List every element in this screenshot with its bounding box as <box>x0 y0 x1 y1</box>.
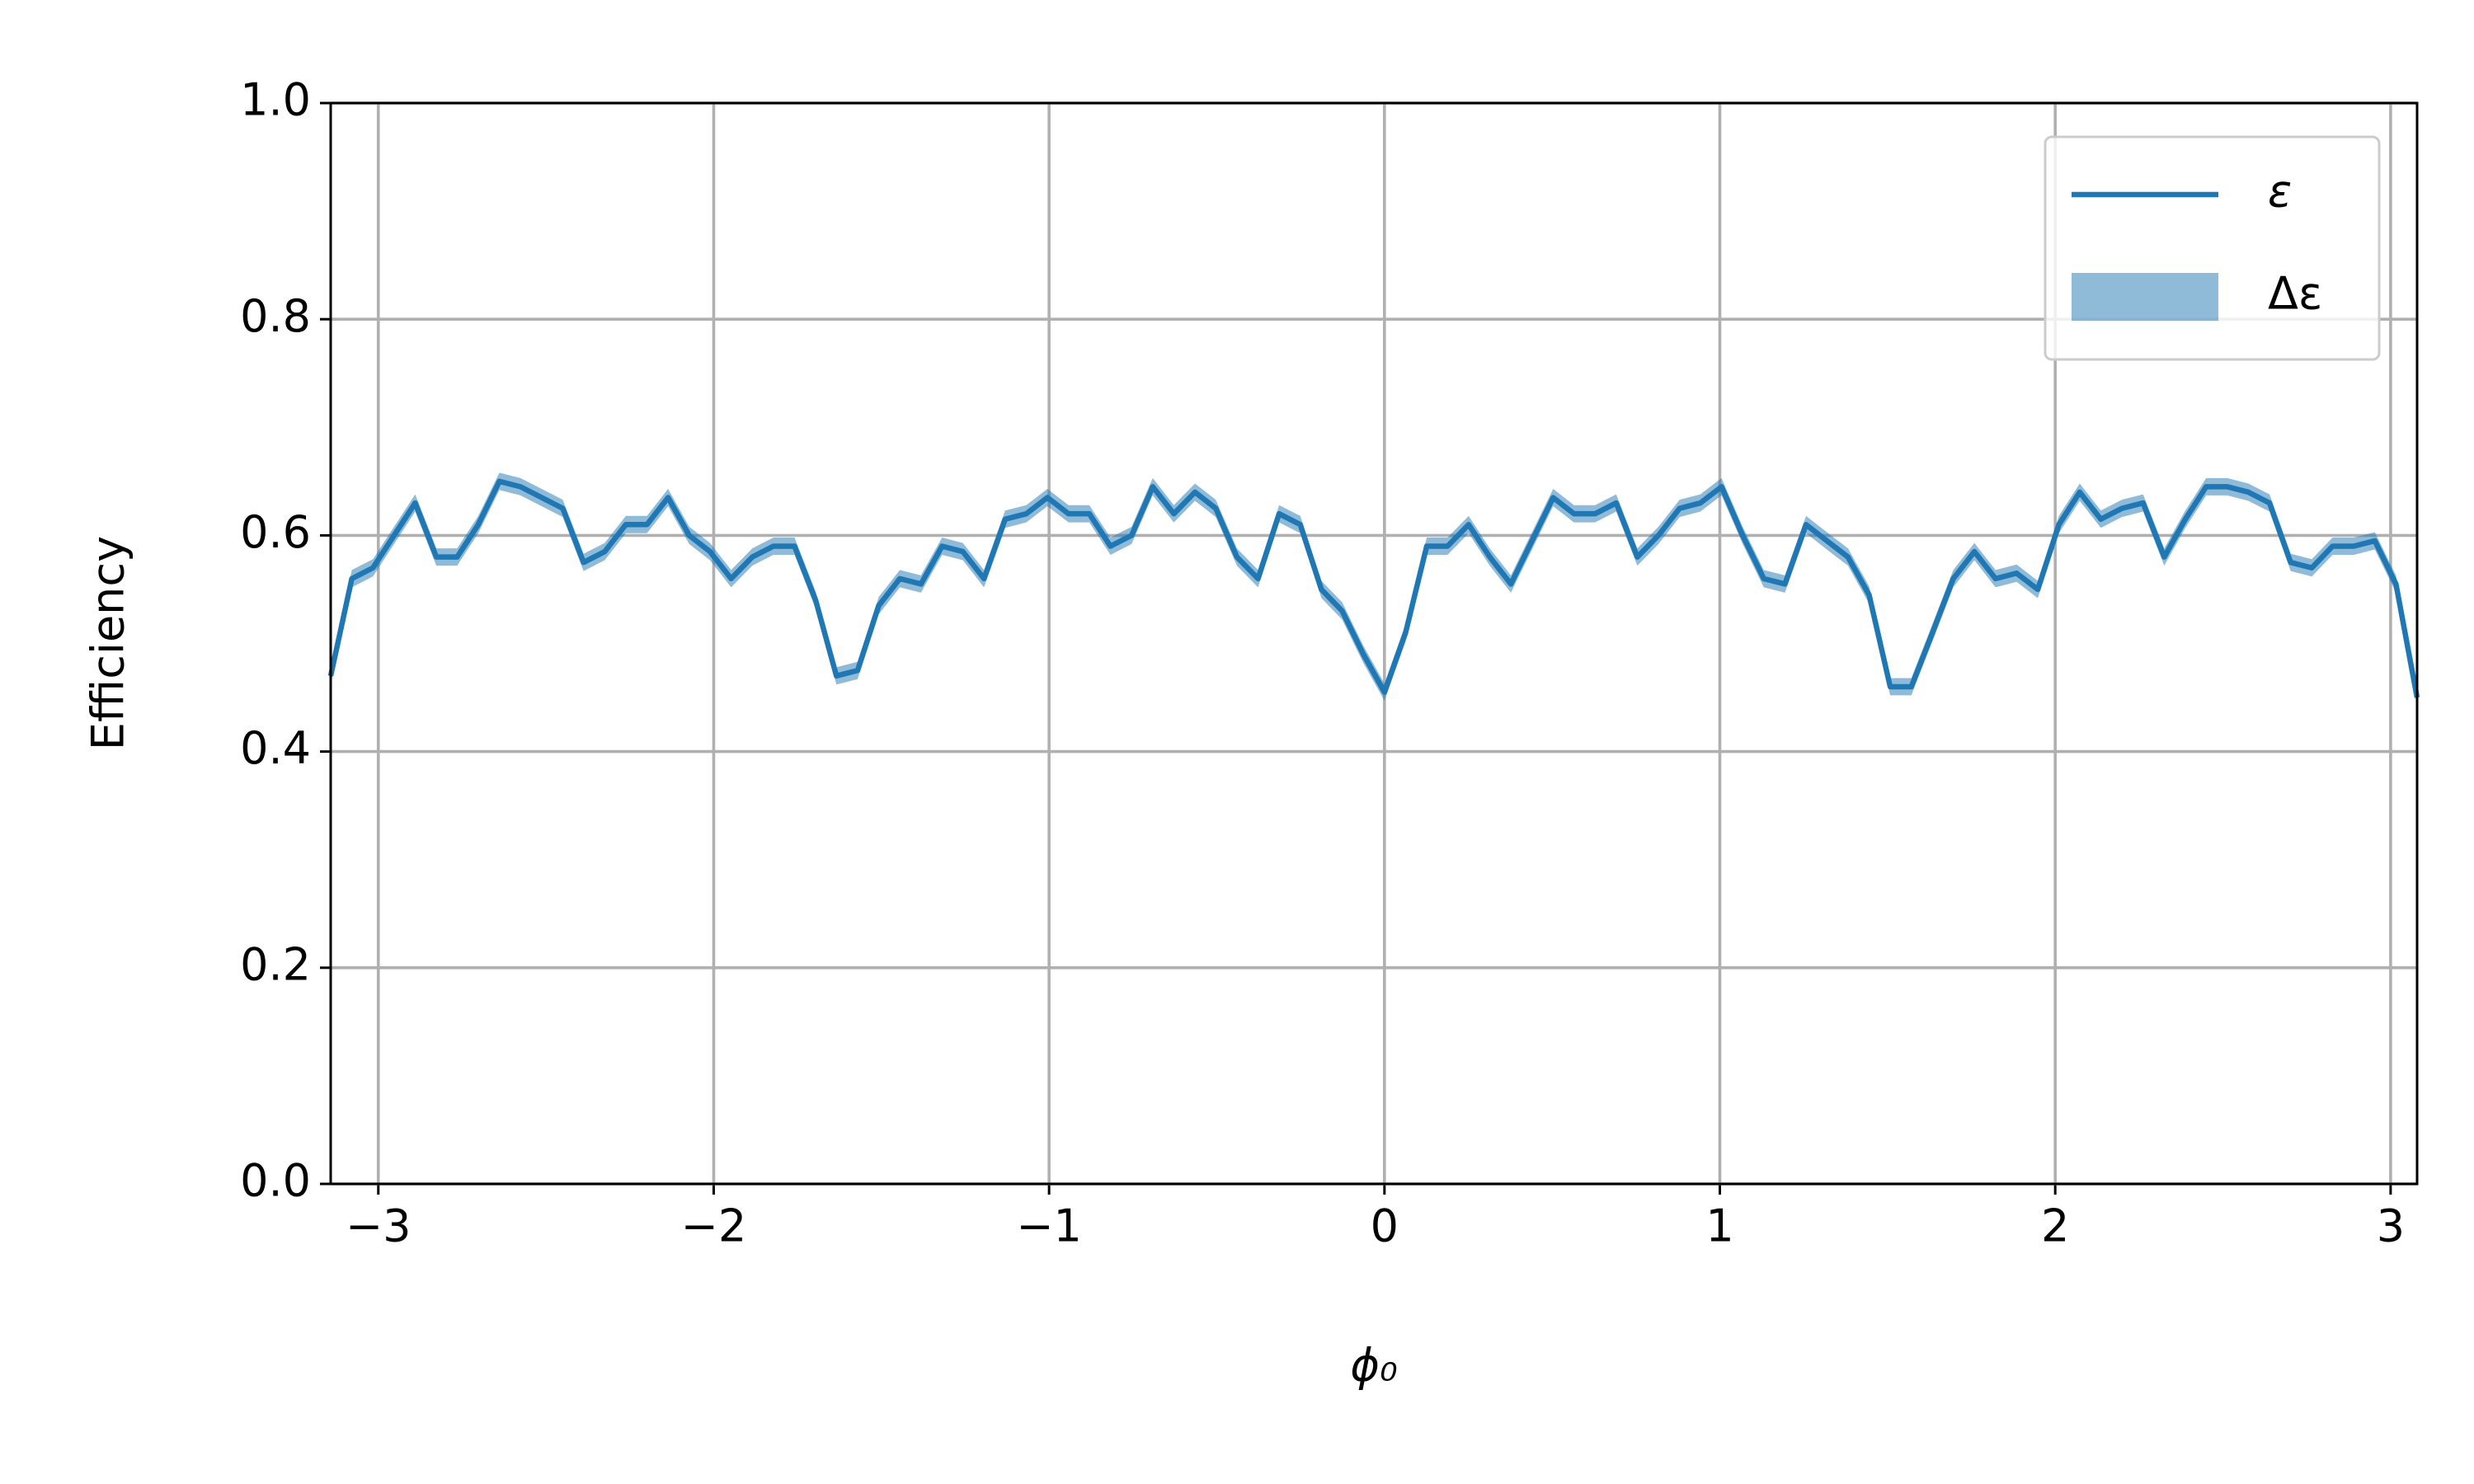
legend-box <box>2044 135 2381 361</box>
x-tick-label: 1 <box>1705 1200 1733 1252</box>
y-tick-label: 0.0 <box>240 1155 311 1207</box>
y-axis-label: Efficiency <box>82 536 134 750</box>
y-tick-label: 0.2 <box>240 938 311 990</box>
x-tick-label: 2 <box>2041 1200 2069 1252</box>
y-tick-label: 0.8 <box>240 290 311 342</box>
y-tick-label: 0.6 <box>240 506 311 558</box>
legend-label: ε <box>2268 166 2292 218</box>
y-tick-label: 1.0 <box>240 74 311 126</box>
line <box>327 478 2420 698</box>
x-tick-label: −3 <box>346 1200 412 1252</box>
x-tick-label: −1 <box>1016 1200 1082 1252</box>
x-tick-label: −2 <box>681 1200 747 1252</box>
plot-frame <box>329 101 2419 1186</box>
x-axis-label: ϕ₀ <box>1350 1340 1397 1392</box>
y-tick-label: 0.4 <box>240 722 311 774</box>
legend-label: Δε <box>2268 268 2322 320</box>
x-tick-label: 3 <box>2377 1200 2405 1252</box>
legend-swatch <box>2072 273 2218 321</box>
x-tick-label: 0 <box>1371 1200 1399 1252</box>
